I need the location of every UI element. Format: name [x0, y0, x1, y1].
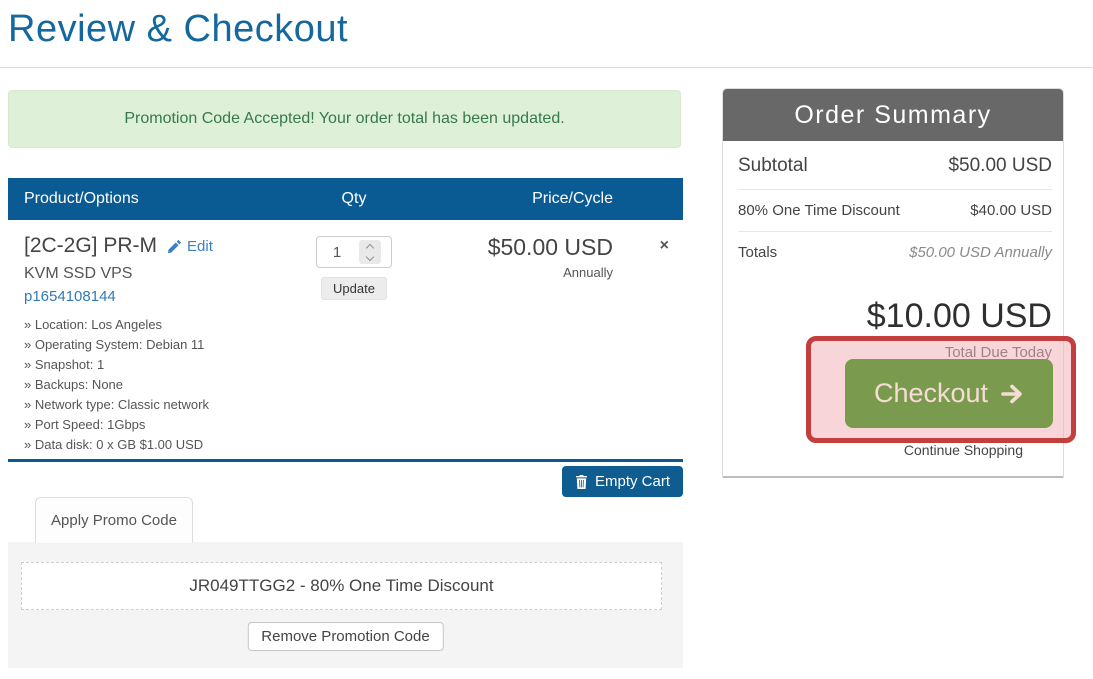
remove-item-button[interactable]: × — [659, 237, 669, 254]
product-option: » Backups: None — [24, 377, 124, 392]
update-button[interactable]: Update — [321, 277, 387, 300]
qty-spinner[interactable] — [359, 240, 381, 264]
edit-link[interactable]: Edit — [167, 238, 213, 255]
cart-table: Product/Options Qty Price/Cycle [2C-2G] … — [8, 178, 683, 462]
page-title: Review & Checkout — [8, 8, 349, 50]
product-option: » Operating System: Debian 11 — [24, 337, 205, 352]
product-name: [2C-2G] PR-M — [24, 234, 158, 257]
promo-panel: JR049TTGG2 - 80% One Time Discount Remov… — [8, 542, 683, 668]
arrow-right-icon — [1001, 384, 1022, 403]
product-cell: [2C-2G] PR-M Edit KVM SSD VPS p165410814… — [24, 234, 304, 455]
alert-message: Promotion Code Accepted! Your order tota… — [124, 110, 565, 127]
empty-cart-label: Empty Cart — [594, 473, 670, 490]
order-summary-body: Subtotal $50.00 USD 80% One Time Discoun… — [723, 141, 1063, 361]
summary-row-totals: Totals $50.00 USD Annually — [738, 232, 1052, 273]
cart-item-row: [2C-2G] PR-M Edit KVM SSD VPS p165410814… — [8, 220, 683, 462]
promo-accepted-alert: Promotion Code Accepted! Your order tota… — [8, 90, 681, 148]
quantity-stepper[interactable] — [316, 236, 392, 268]
trash-icon — [575, 474, 587, 489]
remove-promo-button[interactable]: Remove Promotion Code — [247, 622, 444, 651]
summary-value: $50.00 USD Annually — [909, 244, 1052, 261]
product-option: » Data disk: 0 x GB $1.00 USD — [24, 437, 204, 452]
empty-cart-button[interactable]: Empty Cart — [561, 466, 683, 497]
summary-row-discount: 80% One Time Discount $40.00 USD — [738, 190, 1052, 232]
product-hostname-link[interactable]: p1654108144 — [24, 288, 116, 305]
col-header-qty: Qty — [341, 190, 367, 207]
applied-promo-text: JR049TTGG2 - 80% One Time Discount — [189, 576, 494, 595]
qty-cell: Update — [307, 236, 401, 300]
qty-input[interactable] — [317, 243, 357, 261]
summary-label: 80% One Time Discount — [738, 202, 900, 219]
summary-value: $50.00 USD — [948, 155, 1052, 176]
continue-shopping-link[interactable]: Continue Shopping — [903, 442, 1023, 458]
chevron-up-icon[interactable] — [365, 243, 375, 252]
product-option: » Port Speed: 1Gbps — [24, 417, 146, 432]
product-option: » Snapshot: 1 — [24, 357, 105, 372]
order-summary-title: Order Summary — [723, 89, 1063, 141]
product-group: KVM SSD VPS — [24, 265, 133, 282]
pencil-icon — [167, 239, 182, 253]
summary-label: Subtotal — [738, 155, 808, 176]
edit-label: Edit — [187, 237, 213, 255]
promo-tab-label: Apply Promo Code — [51, 512, 177, 529]
tab-apply-promo-code[interactable]: Apply Promo Code — [35, 497, 193, 543]
price-cell: $50.00 USD Annually — [488, 234, 613, 280]
order-summary-panel: Order Summary Subtotal $50.00 USD 80% On… — [722, 88, 1064, 478]
item-price: $50.00 USD — [487, 234, 613, 260]
applied-promo-box: JR049TTGG2 - 80% One Time Discount — [21, 562, 662, 610]
checkout-button[interactable]: Checkout — [845, 359, 1053, 428]
product-options-list: » Location: Los Angeles » Operating Syst… — [24, 315, 304, 455]
cart-table-header: Product/Options Qty Price/Cycle — [8, 178, 683, 220]
col-header-price: Price/Cycle — [532, 190, 613, 207]
title-divider — [0, 67, 1093, 68]
annotation-highlight-box: Checkout — [806, 336, 1076, 443]
chevron-down-icon[interactable] — [365, 252, 375, 261]
total-due-amount: $10.00 USD — [866, 297, 1052, 335]
summary-value: $40.00 USD — [970, 202, 1052, 219]
item-billing-cycle: Annually — [563, 265, 613, 280]
checkout-label: Checkout — [873, 378, 989, 408]
summary-row-subtotal: Subtotal $50.00 USD — [738, 141, 1052, 190]
product-option: » Network type: Classic network — [24, 397, 209, 412]
summary-label: Totals — [738, 244, 778, 261]
product-option: » Location: Los Angeles — [24, 317, 163, 332]
col-header-product: Product/Options — [24, 190, 139, 207]
